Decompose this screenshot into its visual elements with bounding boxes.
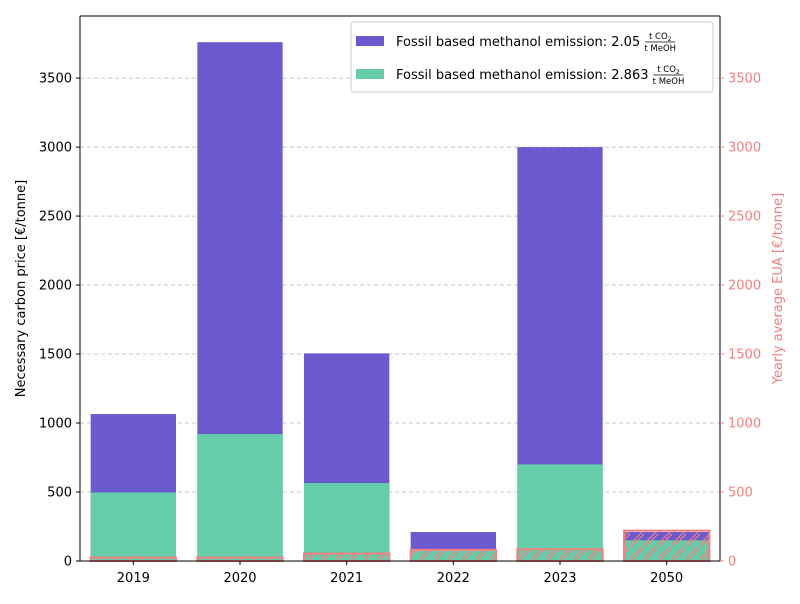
y-tick-label: 1500 — [39, 348, 72, 363]
bars — [89, 42, 711, 563]
bar-eua-overlay — [623, 529, 711, 562]
bar-eua-overlay — [196, 556, 284, 563]
legend-unit-denominator: t MeOH — [644, 44, 676, 54]
y-right-tick-label: 0 — [728, 555, 736, 570]
x-tick-label: 2023 — [543, 571, 576, 586]
y-tick-label: 3500 — [39, 72, 72, 87]
y-right-tick-label: 3000 — [728, 141, 761, 156]
x-tick-label: 2050 — [650, 571, 683, 586]
legend-box — [350, 21, 714, 93]
bar-eua-overlay — [303, 552, 391, 563]
x-tick-label: 2019 — [117, 571, 150, 586]
y-tick-label: 500 — [47, 486, 72, 501]
bar-emission-2-863 — [304, 483, 390, 561]
y-tick-label: 2000 — [39, 279, 72, 294]
y-tick-label: 1000 — [39, 417, 72, 432]
x-tick-label: 2021 — [330, 571, 363, 586]
bar-emission-2-863 — [517, 464, 603, 561]
bar-eua-overlay — [89, 556, 177, 563]
y-right-tick-label: 3500 — [728, 72, 761, 87]
y-tick-label: 2500 — [39, 210, 72, 225]
legend-label: Fossil based methanol emission: 2.05 — [396, 35, 640, 50]
y-right-tick-label: 1500 — [728, 348, 761, 363]
legend-swatch — [356, 69, 384, 79]
legend-unit-numerator: t CO2 — [657, 65, 680, 76]
legend-unit-denominator: t MeOH — [653, 77, 685, 87]
y-right-tick-label: 2500 — [728, 210, 761, 225]
bar-emission-2-863 — [197, 434, 283, 561]
x-tick-label: 2020 — [223, 571, 256, 586]
y-tick-label: 0 — [64, 555, 72, 570]
bar-eua-overlay — [409, 548, 497, 562]
x-tick-label: 2022 — [437, 571, 470, 586]
bar-emission-2-863 — [90, 492, 176, 561]
y-right-tick-label: 2000 — [728, 279, 761, 294]
y-axis-label: Necessary carbon price [€/tonne] — [14, 180, 29, 397]
legend-unit-numerator: t CO2 — [649, 32, 672, 43]
legend-swatch — [356, 36, 384, 46]
legend-label: Fossil based methanol emission: 2.863 — [396, 68, 649, 83]
y-right-tick-label: 1000 — [728, 417, 761, 432]
y-right-axis-label: Yearly average EUA [€/tonne] — [771, 193, 786, 385]
y-tick-label: 3000 — [39, 141, 72, 156]
axes: 0 0 500 500 1000 1000 1500 1500 2000 2000 2500 2500… — [14, 15, 786, 586]
y-right-tick-label: 500 — [728, 486, 753, 501]
legend: Fossil based methanol emission: 2.05 t CO… — [350, 21, 714, 93]
bar-eua-overlay — [516, 548, 604, 563]
